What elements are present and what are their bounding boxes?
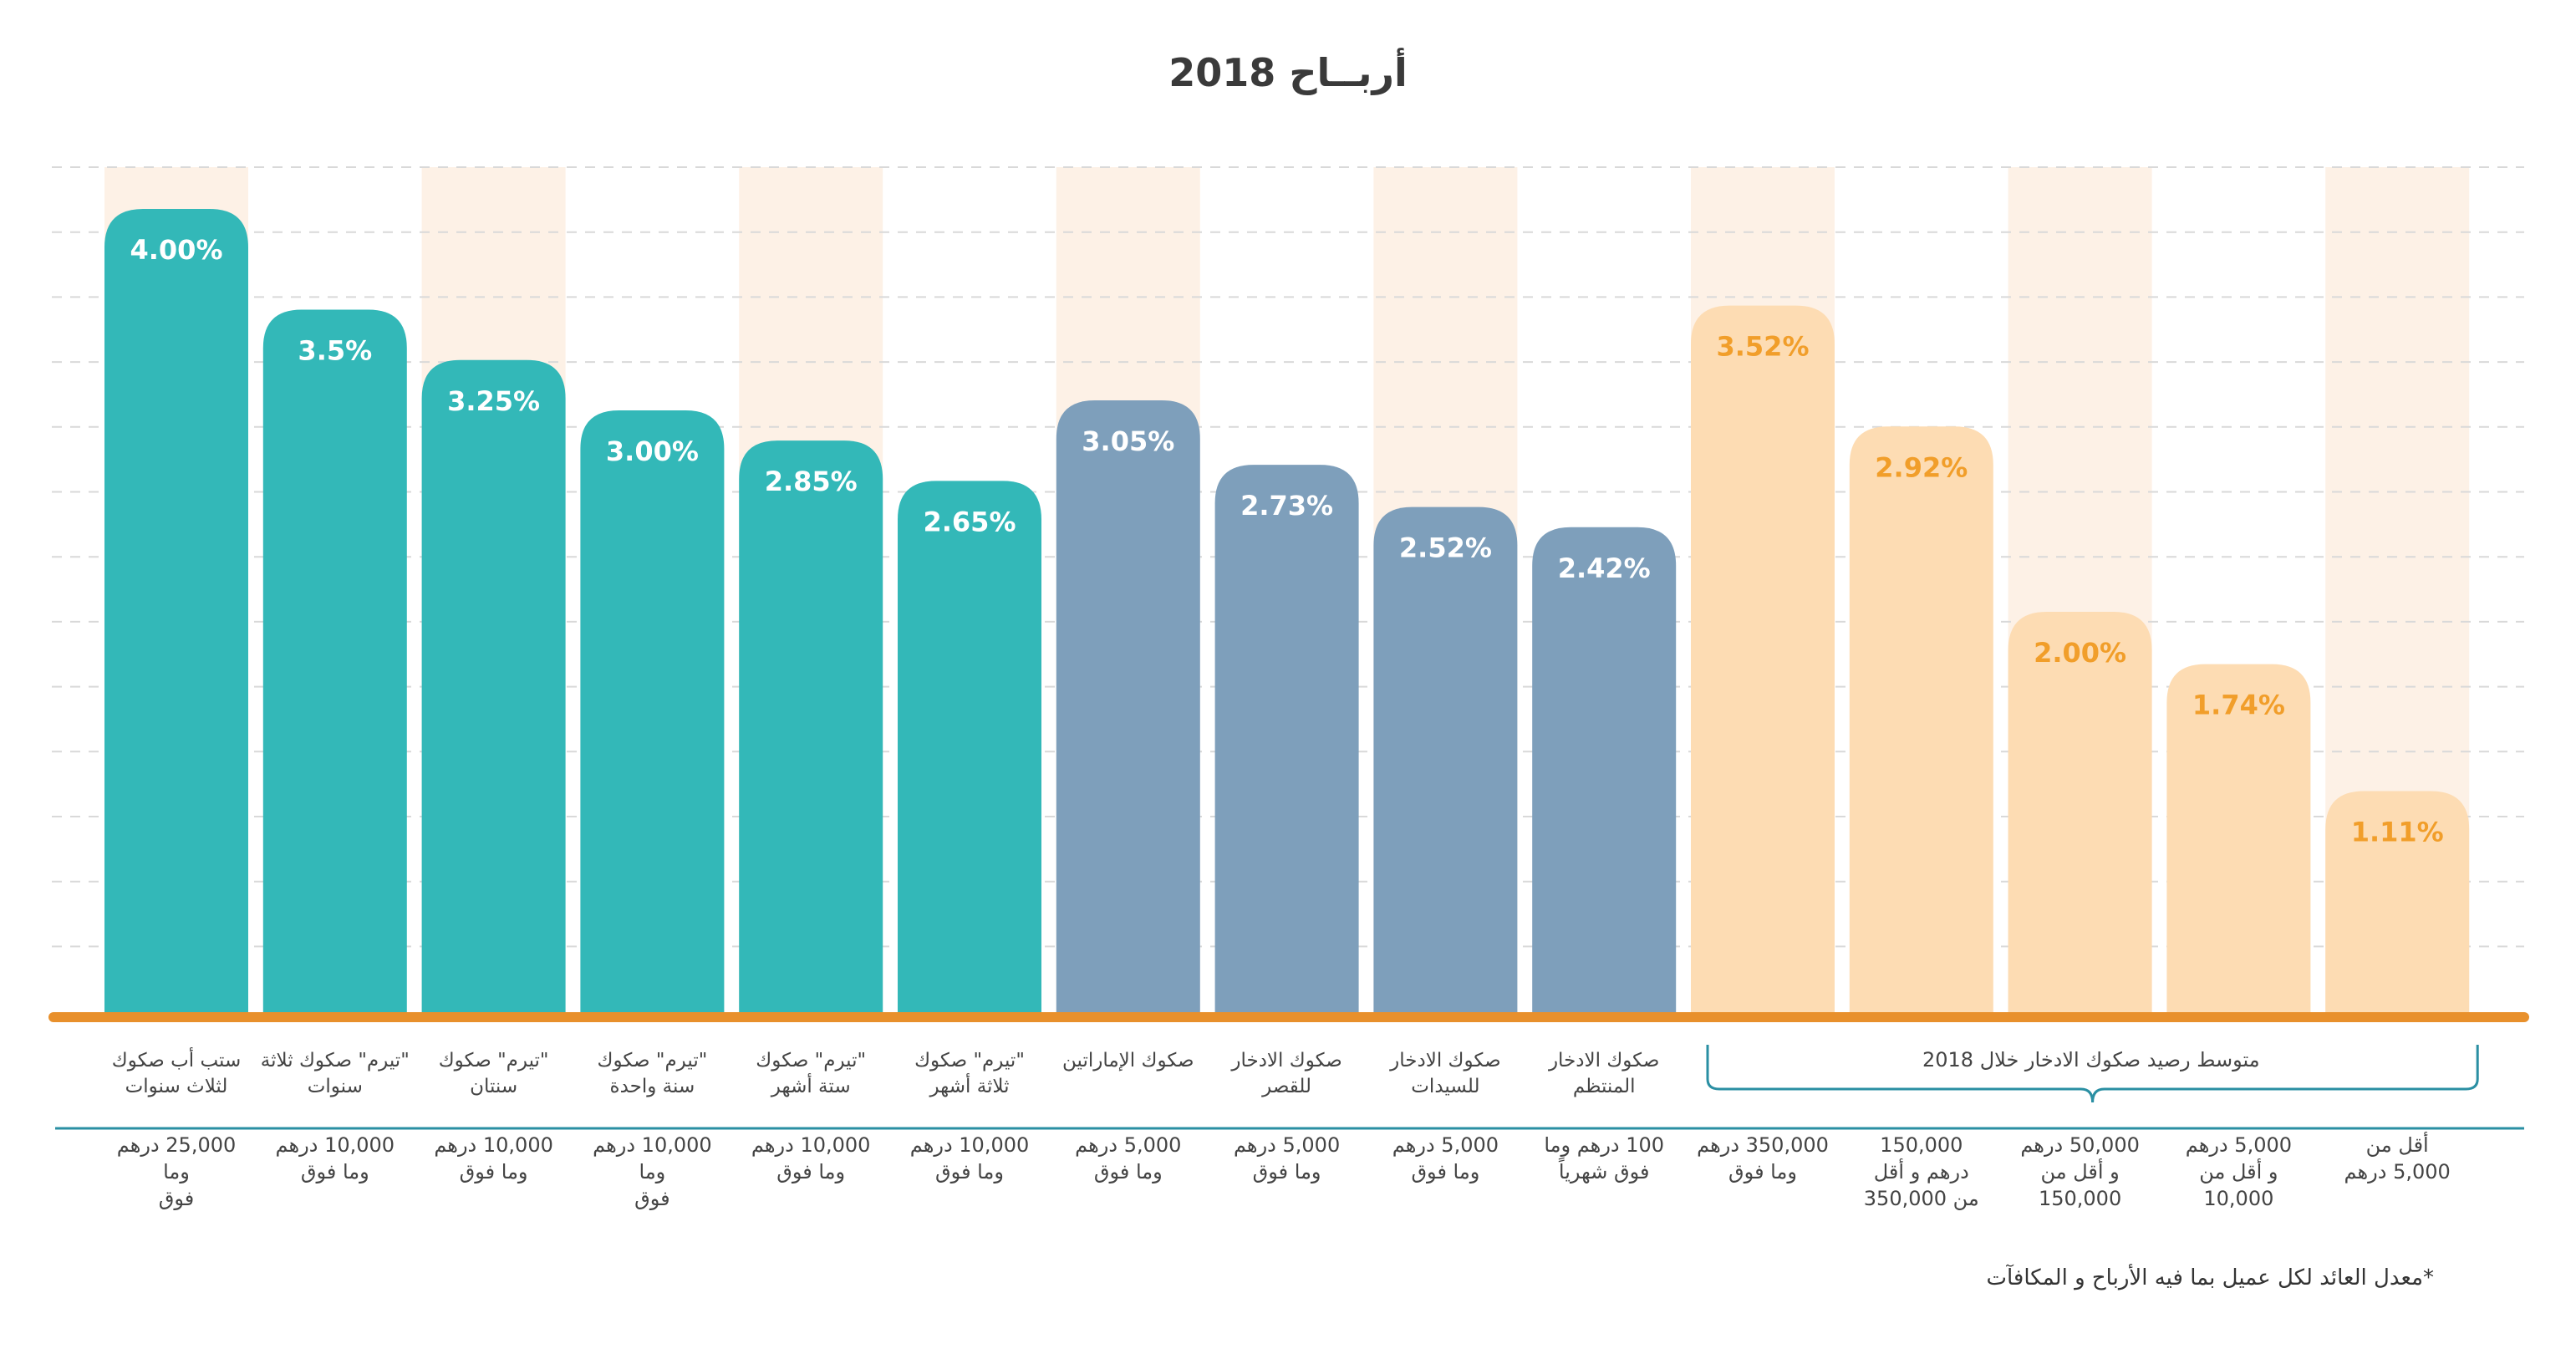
- category-label: صكوك الإماراتين: [1062, 1050, 1194, 1071]
- bar-value-label: 1.11%: [2351, 816, 2444, 848]
- group-annotation-label: متوسط رصيد صكوك الادخار خلال 2018: [1922, 1048, 2260, 1071]
- bar: [1373, 506, 1518, 1015]
- amount-label: 10,000 درهم وما فوق: [593, 1133, 712, 1210]
- bar: [1214, 465, 1359, 1015]
- bar: [421, 359, 566, 1015]
- bar-value-label: 3.00%: [606, 435, 699, 467]
- bar: [2008, 612, 2152, 1015]
- amount-label: 10,000 درهم وما فوق: [434, 1133, 553, 1183]
- bar: [898, 481, 1041, 1015]
- bar-value-label: 2.00%: [2034, 637, 2126, 669]
- group-bracket: [1706, 1045, 2479, 1103]
- category-label: ستب أب صكوك لثلاث سنوات: [111, 1050, 242, 1097]
- amount-label: 150,000 درهم و أقل من 350,000: [1863, 1133, 1979, 1210]
- bar-value-label: 1.74%: [2192, 690, 2285, 721]
- bar: [739, 440, 883, 1015]
- category-label: "تيرم" صكوك ثلاثة سنوات: [260, 1050, 410, 1097]
- category-label: صكوك الادخار للسيدات: [1390, 1050, 1501, 1097]
- amount-label: 25,000 درهم وما فوق: [116, 1133, 237, 1210]
- bar: [262, 309, 407, 1015]
- bar: [1849, 426, 1993, 1015]
- bar: [580, 410, 725, 1015]
- amount-label: 50,000 درهم و أقل من 150,000: [2020, 1133, 2140, 1210]
- bar: [104, 209, 248, 1015]
- bar: [2325, 791, 2470, 1015]
- bar: [2166, 664, 2311, 1015]
- amount-label: أقل من 5,000 درهم: [2344, 1133, 2451, 1183]
- bar-value-label: 2.92%: [1875, 451, 1968, 483]
- category-label: "تيرم" صكوك سنة واحدة: [597, 1050, 708, 1097]
- bar-value-label: 3.5%: [298, 335, 372, 367]
- amount-label: 10,000 درهم وما فوق: [275, 1133, 395, 1183]
- footnote: *معدل العائد لكل عميل بما فيه الأرباح و …: [1986, 1265, 2434, 1290]
- bar-value-label: 2.65%: [923, 506, 1016, 537]
- category-label: "تيرم" صكوك ثلاثة أشهر: [914, 1050, 1025, 1097]
- category-label: صكوك الادخار المنتظم: [1548, 1050, 1660, 1097]
- bar: [1056, 400, 1200, 1015]
- category-label: صكوك الادخار للقصر: [1231, 1050, 1342, 1097]
- amount-label: 10,000 درهم وما فوق: [751, 1133, 871, 1183]
- bar: [1532, 527, 1677, 1015]
- amount-label: 5,000 درهم وما فوق: [1233, 1133, 1341, 1183]
- amount-label: 10,000 درهم وما فوق: [909, 1133, 1030, 1183]
- bar-value-label: 3.05%: [1082, 425, 1174, 457]
- amount-label: 5,000 درهم و أقل من 10,000: [2185, 1133, 2293, 1210]
- amount-label: 350,000 درهم وما فوق: [1697, 1133, 1829, 1183]
- bar: [1691, 305, 1835, 1015]
- category-label: "تيرم" صكوك سنتان: [438, 1050, 549, 1097]
- bar-value-label: 4.00%: [130, 234, 222, 266]
- baseline: [48, 1012, 2529, 1022]
- amount-label: 5,000 درهم وما فوق: [1392, 1133, 1499, 1183]
- chart-title: أربــاح 2018: [1168, 50, 1408, 95]
- amount-label: 100 درهم وما فوق شهرياً: [1544, 1133, 1665, 1183]
- bar-value-label: 2.52%: [1399, 532, 1492, 564]
- bar-value-label: 2.73%: [1240, 490, 1333, 522]
- bar-value-label: 3.52%: [1716, 331, 1809, 363]
- category-label: "تيرم" صكوك ستة أشهر: [756, 1050, 867, 1097]
- bar-value-label: 3.25%: [447, 385, 540, 417]
- bar-value-label: 2.42%: [1558, 552, 1651, 584]
- bar-value-label: 2.85%: [765, 466, 858, 497]
- amount-label: 5,000 درهم وما فوق: [1075, 1133, 1182, 1183]
